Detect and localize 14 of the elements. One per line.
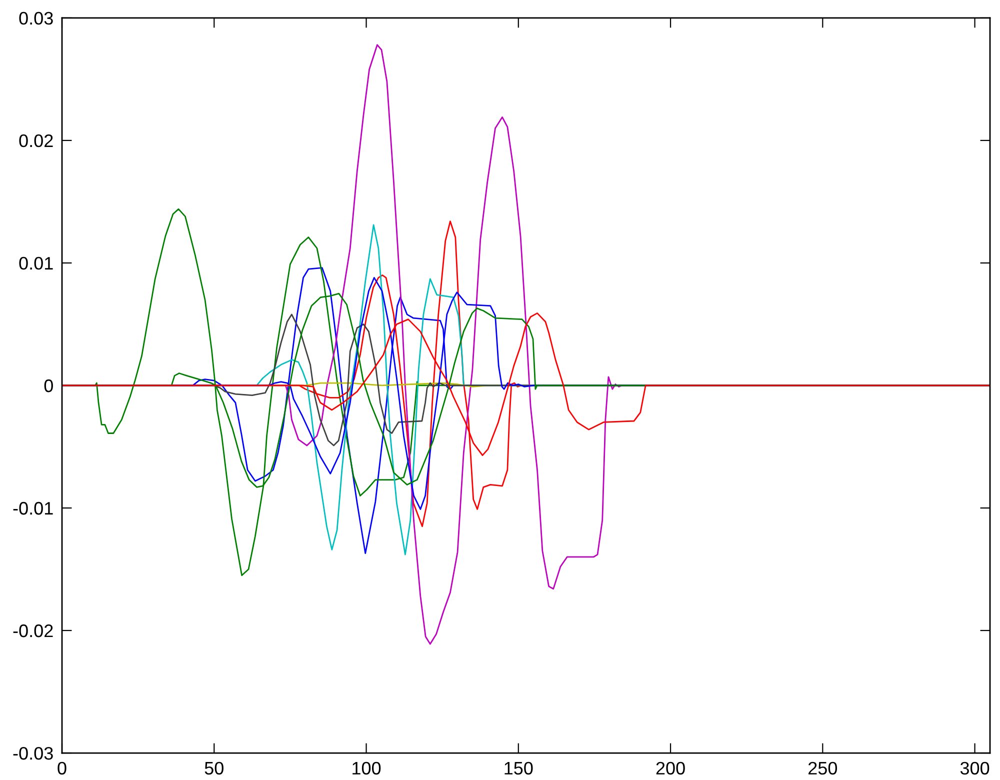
x-tick-label: 150 [504, 762, 533, 775]
y-tick-label: 0.02 [19, 134, 53, 148]
y-tick-label: -0.01 [13, 502, 53, 515]
x-tick-label: 0 [58, 762, 66, 775]
x-tick-label: 50 [204, 762, 224, 775]
y-tick-label: 0 [44, 379, 53, 392]
y-tick-label: 0.03 [19, 12, 53, 25]
x-tick-label: 300 [960, 762, 990, 775]
y-tick-label: 0.01 [19, 256, 53, 270]
x-tick-label: 200 [656, 762, 685, 775]
x-tick-label: 100 [352, 762, 381, 775]
y-tick-label: -0.03 [13, 746, 53, 760]
x-tick-label: 250 [808, 762, 838, 775]
y-tick-label: -0.02 [13, 624, 53, 638]
